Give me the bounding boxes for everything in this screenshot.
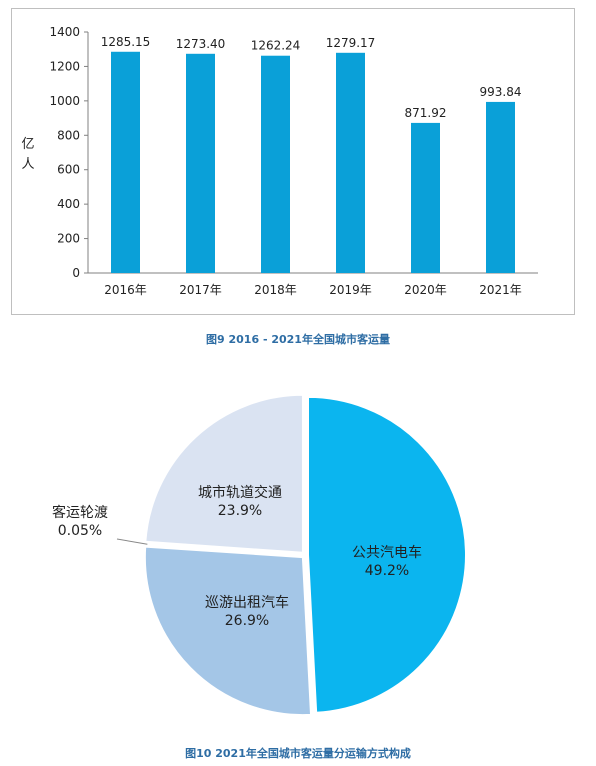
pie-slice <box>306 395 467 714</box>
bar <box>411 122 440 273</box>
x-tick-label: 2016年 <box>104 283 147 297</box>
y-tick-label: 1000 <box>49 94 80 108</box>
pie-chart-slices <box>143 393 467 717</box>
bar-value-label: 1273.40 <box>176 37 226 51</box>
x-tick-label: 2018年 <box>254 283 297 297</box>
pie-slice-value: 49.2% <box>365 563 409 579</box>
pie-leader-line <box>116 538 148 545</box>
x-tick-label: 2019年 <box>329 283 372 297</box>
bar <box>261 55 290 273</box>
bar <box>186 53 215 273</box>
pie-chart-labels: 公共汽电车 49.2% 巡游出租汽车 26.9% 客运轮渡 0.05% 城市轨道交通 23.9… <box>52 484 422 629</box>
bar-chart-axes: 0 200 400 600 800 1000 1200 1400 2016年 2017年 2018年… <box>49 25 538 297</box>
y-tick-label: 800 <box>57 128 80 142</box>
pie-slice-label: 巡游出租汽车 <box>205 594 289 611</box>
bar-value-label: 1279.17 <box>326 36 376 50</box>
figure-9-caption: 图9 2016 - 2021年全国城市客运量 <box>206 333 390 346</box>
pie-slice-value: 26.9% <box>225 613 269 629</box>
pie-slice-label: 城市轨道交通 <box>198 484 282 501</box>
pie-chart: 公共汽电车 49.2% 巡游出租汽车 26.9% 客运轮渡 0.05% 城市轨道交通 23.9… <box>52 393 467 717</box>
bar-value-label: 1262.24 <box>251 39 301 53</box>
y-tick-label: 0 <box>72 266 80 280</box>
pie-slice-label: 公共汽电车 <box>352 544 422 561</box>
pie-slice-value: 23.9% <box>218 503 262 519</box>
bar <box>336 52 365 274</box>
y-tick-label: 1400 <box>49 25 80 39</box>
bar-chart-bars: 1285.15 1273.40 1262.24 1279.17 871.92 993.84 <box>101 35 522 274</box>
pie-slice-value: 0.05% <box>58 523 102 539</box>
x-tick-label: 2020年 <box>404 283 447 297</box>
bar-chart: 0 200 400 600 800 1000 1200 1400 2016年 2017年 2018年… <box>21 25 538 297</box>
bar <box>486 101 515 273</box>
x-tick-label: 2017年 <box>179 283 222 297</box>
bar <box>111 51 140 274</box>
y-tick-label: 200 <box>57 232 80 246</box>
y-tick-label: 600 <box>57 163 80 177</box>
x-tick-label: 2021年 <box>479 283 522 297</box>
pie-slice <box>143 545 313 717</box>
y-tick-label: 400 <box>57 197 80 211</box>
y-axis-label-char-1: 亿 <box>21 137 34 152</box>
pie-slice <box>144 393 304 554</box>
bar-value-label: 1285.15 <box>101 35 151 49</box>
bar-value-label: 871.92 <box>405 106 447 120</box>
figure-10-caption: 图10 2021年全国城市客运量分运输方式构成 <box>185 747 411 760</box>
bar-value-label: 993.84 <box>480 85 522 99</box>
pie-slice-label: 客运轮渡 <box>52 504 108 521</box>
y-tick-label: 1200 <box>49 59 80 73</box>
bar-chart-frame <box>11 8 575 315</box>
y-axis-label-char-2: 人 <box>21 157 34 172</box>
